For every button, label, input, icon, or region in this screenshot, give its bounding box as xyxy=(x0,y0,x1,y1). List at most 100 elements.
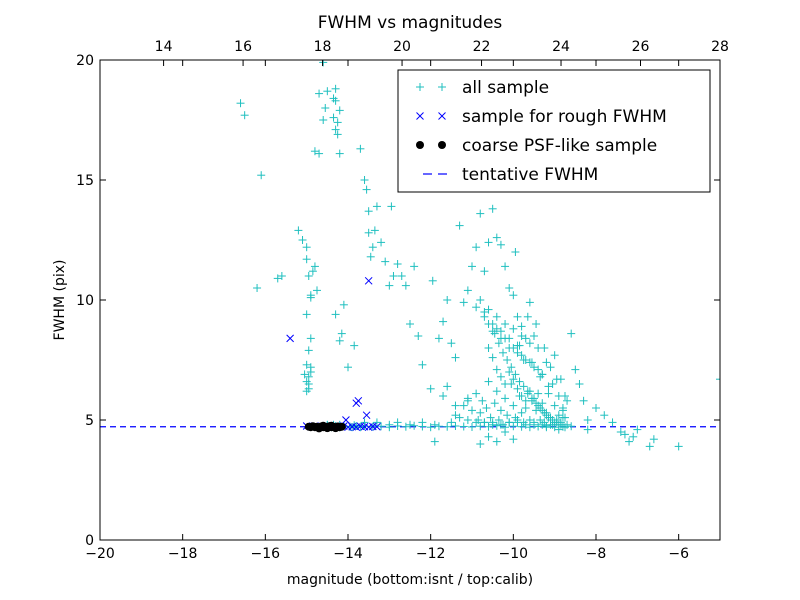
sample-for-rough-fwhm-point xyxy=(342,416,350,424)
all-sample-point xyxy=(393,418,402,427)
all-sample-point xyxy=(575,380,584,388)
all-sample-point xyxy=(548,380,557,388)
all-sample-point xyxy=(521,356,530,364)
all-sample-point xyxy=(558,404,567,412)
all-sample-point xyxy=(561,423,569,432)
all-sample-point xyxy=(505,418,514,427)
x-tick-label: −8 xyxy=(586,546,607,562)
all-sample-point xyxy=(331,125,340,134)
all-sample-point xyxy=(484,344,493,352)
all-sample-point xyxy=(583,416,592,424)
all-sample-point xyxy=(472,418,481,427)
all-sample-point xyxy=(513,341,522,350)
all-sample-point xyxy=(494,339,503,348)
all-sample-point xyxy=(253,284,262,292)
all-sample-point xyxy=(509,435,518,444)
all-sample-point xyxy=(468,422,476,431)
legend-dot-marker xyxy=(416,141,424,149)
all-sample-point xyxy=(540,408,549,417)
all-sample-point xyxy=(306,293,315,302)
all-sample-point xyxy=(476,422,485,431)
all-sample-point xyxy=(428,276,437,285)
all-sample-point xyxy=(521,396,530,405)
all-sample-point xyxy=(362,185,371,194)
all-sample-point xyxy=(459,401,468,410)
all-sample-point xyxy=(550,351,559,360)
coarse-psf-like-sample-point xyxy=(331,424,340,433)
all-sample-point xyxy=(401,422,410,431)
all-sample-point xyxy=(331,310,340,319)
legend-x-marker xyxy=(416,112,424,120)
all-sample-point xyxy=(517,408,526,417)
all-sample-point xyxy=(315,149,324,158)
top-tick-label: 14 xyxy=(155,39,173,55)
all-sample-point xyxy=(484,377,493,386)
all-sample-point xyxy=(530,418,538,427)
all-sample-point xyxy=(536,416,545,424)
sample-for-rough-fwhm-point xyxy=(373,422,381,431)
all-sample-point xyxy=(501,428,510,436)
all-sample-point xyxy=(511,370,520,379)
all-sample-point xyxy=(463,286,472,295)
all-sample-point xyxy=(236,99,245,108)
all-sample-point xyxy=(370,226,379,235)
all-sample-point xyxy=(463,416,472,424)
all-sample-point xyxy=(492,324,501,333)
all-sample-point xyxy=(534,389,543,398)
all-sample-point xyxy=(567,329,576,338)
all-sample-point xyxy=(494,416,503,424)
legend-item: all sample xyxy=(416,78,549,98)
all-sample-point xyxy=(372,202,381,211)
all-sample-point xyxy=(530,332,538,340)
all-sample-point xyxy=(608,418,617,427)
all-sample-point xyxy=(430,420,439,429)
all-sample-point xyxy=(556,420,565,429)
all-sample-point xyxy=(480,312,489,321)
all-sample-point xyxy=(488,204,497,213)
all-sample-point xyxy=(434,422,443,431)
all-sample-point xyxy=(505,368,514,376)
all-sample-point xyxy=(521,420,530,429)
top-tick-label: 18 xyxy=(314,39,332,55)
all-sample-point xyxy=(554,411,563,420)
all-sample-point xyxy=(304,380,313,388)
x-tick-label: −16 xyxy=(251,546,281,562)
all-sample-point xyxy=(472,303,481,312)
all-sample-point xyxy=(525,339,534,348)
all-sample-point xyxy=(480,418,489,427)
all-sample-point xyxy=(310,262,319,271)
all-sample-point xyxy=(501,380,510,388)
all-sample-point xyxy=(476,440,485,448)
all-sample-point xyxy=(377,238,386,247)
all-sample-point xyxy=(484,422,493,431)
all-sample-point xyxy=(509,422,518,431)
all-sample-point xyxy=(447,418,456,427)
all-sample-point xyxy=(366,252,375,261)
all-sample-point xyxy=(472,389,481,398)
all-sample-point xyxy=(443,422,452,431)
x-tick-label: −14 xyxy=(333,546,363,562)
all-sample-point xyxy=(492,421,501,430)
all-sample-point xyxy=(459,422,468,431)
all-sample-point xyxy=(484,432,493,441)
all-sample-point xyxy=(496,327,505,336)
all-sample-point xyxy=(313,286,321,295)
all-sample-point xyxy=(331,96,340,105)
all-sample-point xyxy=(509,344,518,352)
all-sample-point xyxy=(501,394,510,403)
all-sample-point xyxy=(319,60,328,67)
all-sample-point xyxy=(513,384,522,393)
all-sample-point xyxy=(496,406,505,415)
all-sample-point xyxy=(716,375,720,384)
all-sample-point xyxy=(519,382,528,391)
all-sample-point xyxy=(546,420,555,429)
all-sample-point xyxy=(633,425,642,434)
all-sample-point xyxy=(302,255,311,264)
legend-dot-marker xyxy=(438,141,446,149)
axis-ticks: −20 −18 −16 −14 −12 −10 −8 −6 0 5 10 15 20 14 16 18 20 22… xyxy=(76,39,729,562)
all-sample-point xyxy=(525,416,534,424)
plot-frame xyxy=(99,59,721,541)
all-sample-point xyxy=(360,176,369,184)
all-sample-point xyxy=(625,437,634,446)
